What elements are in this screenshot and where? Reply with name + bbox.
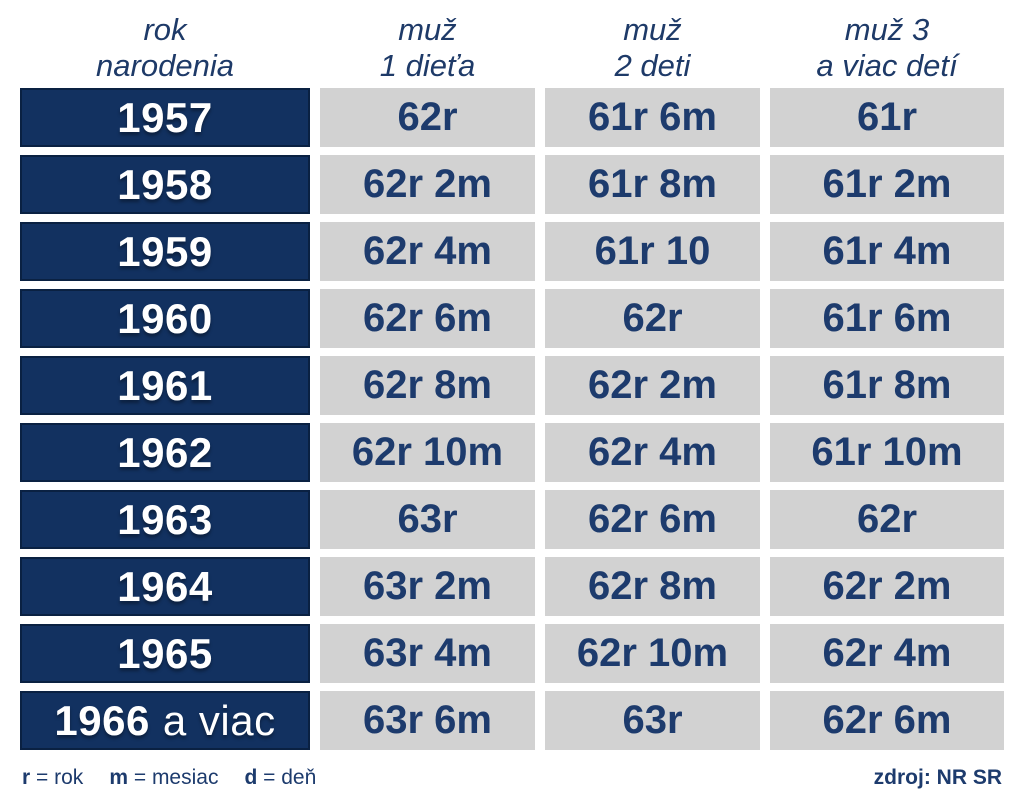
year-label: 1964	[117, 562, 213, 610]
header-line: a viac detí	[816, 48, 958, 83]
table-row: 1961 62r 8m 62r 2m 61r 8m	[0, 356, 1024, 415]
year-cell: 1960	[20, 289, 310, 348]
value-cell: 62r 8m	[545, 557, 760, 616]
year-label: 1961	[117, 361, 213, 409]
column-header-muz-2-deti: muž 2 deti	[545, 12, 760, 84]
value-cell: 61r	[770, 88, 1004, 147]
year-cell: 1958	[20, 155, 310, 214]
year-label: 1958	[117, 160, 213, 208]
value-cell: 62r 4m	[545, 423, 760, 482]
legend-key: m	[109, 766, 128, 789]
table-row: 1959 62r 4m 61r 10 61r 4m	[0, 222, 1024, 281]
value-cell: 61r 6m	[770, 289, 1004, 348]
header-line: muž	[398, 12, 457, 47]
value-cell: 62r 6m	[320, 289, 535, 348]
header-line: muž	[623, 12, 682, 47]
value-cell: 62r 10m	[320, 423, 535, 482]
value-cell: 62r 4m	[320, 222, 535, 281]
legend-text: = mesiac	[133, 766, 219, 789]
table-row: 1966 a viac 63r 6m 63r 62r 6m	[0, 691, 1024, 750]
year-cell: 1962	[20, 423, 310, 482]
value-cell: 62r 8m	[320, 356, 535, 415]
table-header: rok narodenia muž 1 dieťa muž 2 deti muž…	[0, 0, 1024, 88]
year-cell: 1961	[20, 356, 310, 415]
year-cell: 1965	[20, 624, 310, 683]
table-row: 1958 62r 2m 61r 8m 61r 2m	[0, 155, 1024, 214]
column-header-muz-1-dieta: muž 1 dieťa	[320, 12, 535, 84]
header-line: 2 deti	[614, 48, 691, 83]
legend: r = rok m = mesiac d = deň	[22, 766, 316, 790]
footer: r = rok m = mesiac d = deň zdroj: NR SR	[0, 758, 1024, 790]
value-cell: 63r	[545, 691, 760, 750]
year-label: 1957	[117, 93, 213, 141]
value-cell: 62r 10m	[545, 624, 760, 683]
legend-item: m = mesiac	[109, 766, 218, 790]
value-cell: 61r 10	[545, 222, 760, 281]
table-row: 1964 63r 2m 62r 8m 62r 2m	[0, 557, 1024, 616]
value-cell: 62r 6m	[770, 691, 1004, 750]
legend-key: d	[244, 766, 258, 789]
value-cell: 61r 10m	[770, 423, 1004, 482]
legend-item: r = rok	[22, 766, 83, 790]
column-header-muz-3-a-viac-deti: muž 3 a viac detí	[770, 12, 1004, 84]
value-cell: 63r 4m	[320, 624, 535, 683]
source-label: zdroj: NR SR	[873, 766, 1002, 789]
legend-key: r	[22, 766, 31, 789]
year-cell: 1957	[20, 88, 310, 147]
value-cell: 62r	[770, 490, 1004, 549]
value-cell: 62r	[545, 289, 760, 348]
value-cell: 61r 8m	[770, 356, 1004, 415]
year-cell: 1964	[20, 557, 310, 616]
legend-text: = rok	[36, 766, 84, 789]
legend-text: = deň	[263, 766, 317, 789]
value-cell: 63r 2m	[320, 557, 535, 616]
table-row: 1962 62r 10m 62r 4m 61r 10m	[0, 423, 1024, 482]
year-cell: 1966 a viac	[20, 691, 310, 750]
value-cell: 61r 6m	[545, 88, 760, 147]
year-label: 1966	[54, 696, 150, 744]
value-cell: 62r	[320, 88, 535, 147]
value-cell: 62r 4m	[770, 624, 1004, 683]
value-cell: 61r 4m	[770, 222, 1004, 281]
value-cell: 62r 2m	[545, 356, 760, 415]
value-cell: 62r 6m	[545, 490, 760, 549]
value-cell: 62r 2m	[320, 155, 535, 214]
year-label: 1963	[117, 495, 213, 543]
header-line: muž 3	[844, 12, 930, 47]
year-label: 1960	[117, 294, 213, 342]
value-cell: 61r 2m	[770, 155, 1004, 214]
column-header-rok-narodenia: rok narodenia	[20, 12, 310, 84]
year-label: 1962	[117, 428, 213, 476]
header-line: narodenia	[96, 48, 234, 83]
year-suffix: a viac	[162, 696, 276, 744]
year-cell: 1959	[20, 222, 310, 281]
value-cell: 61r 8m	[545, 155, 760, 214]
value-cell: 62r 2m	[770, 557, 1004, 616]
value-cell: 63r 6m	[320, 691, 535, 750]
table-row: 1963 63r 62r 6m 62r	[0, 490, 1024, 549]
legend-item: d = deň	[244, 766, 316, 790]
table-row: 1957 62r 61r 6m 61r	[0, 88, 1024, 147]
year-cell: 1963	[20, 490, 310, 549]
year-label: 1965	[117, 629, 213, 677]
year-label: 1959	[117, 227, 213, 275]
header-line: 1 dieťa	[379, 48, 476, 83]
value-cell: 63r	[320, 490, 535, 549]
header-line: rok	[143, 12, 187, 47]
table-row: 1965 63r 4m 62r 10m 62r 4m	[0, 624, 1024, 683]
table-row: 1960 62r 6m 62r 61r 6m	[0, 289, 1024, 348]
